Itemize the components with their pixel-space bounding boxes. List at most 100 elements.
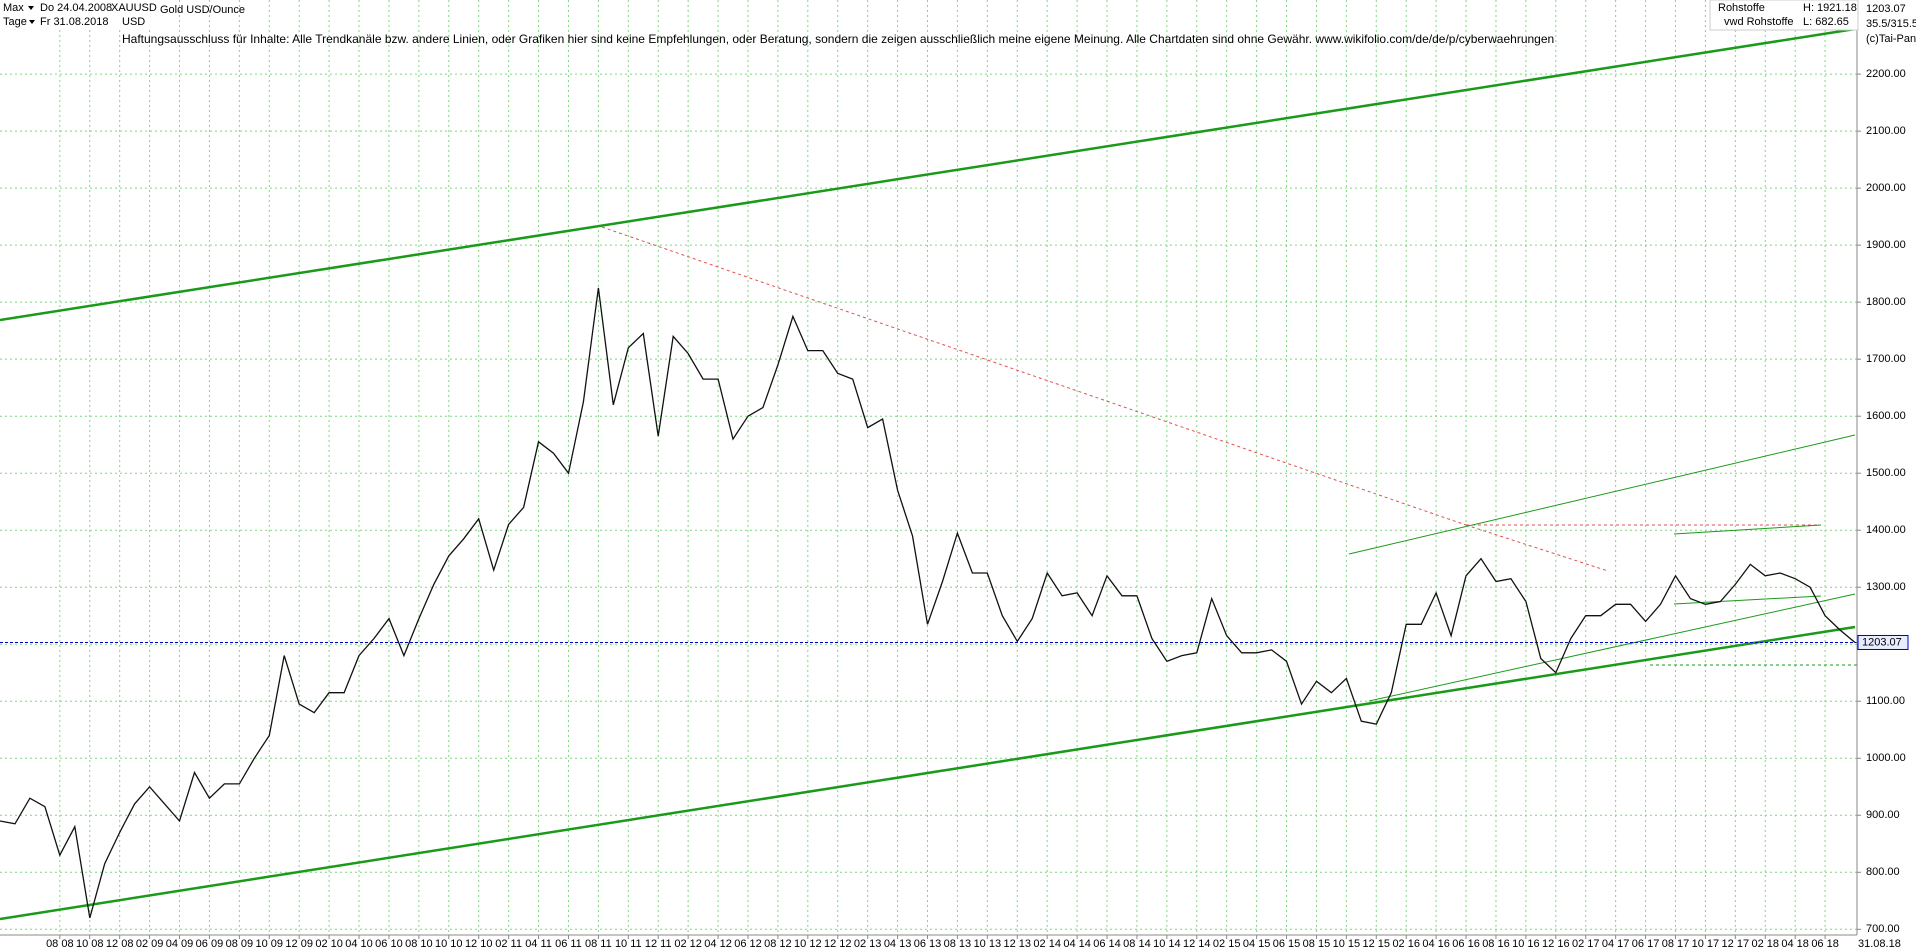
x-tick-label: 12 17: [1722, 938, 1750, 950]
date-label: 31.08.18: [1858, 938, 1901, 950]
x-tick-label: 08 15: [1303, 938, 1331, 950]
x-tick-label: 02 15: [1213, 938, 1241, 950]
x-tick-label: 08 12: [764, 938, 792, 950]
y-tick-label: 1600.00: [1866, 410, 1906, 422]
start-date: Do 24.04.2008: [40, 2, 112, 14]
x-tick-label: 12 15: [1363, 938, 1391, 950]
y-tick-label: 1000.00: [1866, 752, 1906, 764]
trend-lines: [0, 27, 1857, 921]
range: Max: [3, 2, 24, 14]
x-tick-label: 02 18: [1751, 938, 1779, 950]
x-tick-label: 06 14: [1093, 938, 1121, 950]
x-tick-label: 02 17: [1572, 938, 1600, 950]
x-tick-label: 12 11: [645, 938, 672, 950]
x-tick-label: 04 13: [884, 938, 912, 950]
price-tag: [1857, 634, 1909, 650]
x-tick-label: 02 09: [136, 938, 164, 950]
symbol: XAUUSD: [111, 2, 157, 14]
x-tick-label: 08 14: [1123, 938, 1151, 950]
x-tick-label: 08 10: [405, 938, 433, 950]
lower-channel: [0, 625, 1856, 921]
x-tick-label: 06 16: [1452, 938, 1480, 950]
x-tick-label: 04 18: [1781, 938, 1809, 950]
x-tick-label: 06 12: [734, 938, 762, 950]
x-tick-label: 04 17: [1602, 938, 1630, 950]
y-tick-label: 1300.00: [1866, 581, 1906, 593]
x-tick-label: 06 17: [1632, 938, 1660, 950]
source: vwd Rohstoffe: [1724, 16, 1794, 28]
y-tick-label: 800.00: [1866, 866, 1900, 878]
price-line: [0, 287, 1856, 919]
x-tick-label: 12 14: [1183, 938, 1211, 950]
y-tick-label: 1500.00: [1866, 467, 1906, 479]
x-tick-label: 10 12: [794, 938, 822, 950]
x-tick-label: 12 12: [824, 938, 852, 950]
upper-channel: [0, 27, 1856, 322]
dropdown-arrow[interactable]: [28, 6, 34, 10]
copyright: (c)Tai-Pan: [1866, 33, 1916, 45]
x-tick-label: 06 10: [375, 938, 403, 950]
x-tick-label: 02 11: [495, 938, 522, 950]
x-tick-label: 10 09: [256, 938, 284, 950]
chart-title: Gold USD/Ounce: [160, 4, 245, 16]
y-tick-label: 1800.00: [1866, 296, 1906, 308]
x-tick-label: 04 10: [345, 938, 373, 950]
x-tick-label: 04 11: [525, 938, 552, 950]
low: L: 682.65: [1803, 16, 1849, 28]
x-tick-label: 02 10: [315, 938, 343, 950]
x-tick-label: 02 13: [854, 938, 882, 950]
x-tick-label: 10 15: [1333, 938, 1361, 950]
x-tick-label: 04 14: [1063, 938, 1091, 950]
x-tick-label: 06 13: [914, 938, 942, 950]
x-tick-label: 10 16: [1512, 938, 1540, 950]
x-tick-label: 04 15: [1243, 938, 1271, 950]
x-tick-label: 10 17: [1692, 938, 1720, 950]
y-tick-label: 1400.00: [1866, 524, 1906, 536]
x-tick-label: 08 08: [46, 938, 74, 950]
info-box: [1709, 0, 1859, 31]
last-price: 1203.07: [1866, 3, 1906, 15]
disclaimer: Haftungsausschluss für Inhalte: Alle Tre…: [122, 32, 1554, 46]
inner-channel: [1368, 593, 1856, 702]
x-tick-label: 08 11: [585, 938, 612, 950]
top-line: [1673, 524, 1822, 535]
y-tick-label: 2000.00: [1866, 182, 1906, 194]
high: H: 1921.18: [1803, 2, 1857, 14]
market: Rohstoffe: [1718, 2, 1765, 14]
x-tick-label: 12 08: [106, 938, 134, 950]
inner-channel: [1348, 434, 1856, 555]
plot: [0, 287, 1857, 919]
dropdown-arrow[interactable]: [29, 20, 35, 24]
y-tick-label: 2100.00: [1866, 125, 1906, 137]
x-tick-label: 10 10: [435, 938, 463, 950]
scale: 35.5/315.5: [1866, 18, 1916, 30]
x-tick-label: 12 10: [465, 938, 493, 950]
y-tick-label: 700.00: [1866, 923, 1900, 935]
interval: Tage: [3, 16, 27, 28]
y-tick-label: 2200.00: [1866, 68, 1906, 80]
x-tick-label: 08 09: [226, 938, 254, 950]
price-tag-label: 1203.07: [1862, 636, 1902, 648]
x-tick-label: 04 09: [166, 938, 194, 950]
currency: USD: [122, 16, 145, 28]
x-tick-label: 02 16: [1392, 938, 1420, 950]
header-box: [0, 0, 150, 30]
x-tick-label: 10 08: [76, 938, 104, 950]
x-tick-label: 08 13: [944, 938, 972, 950]
resistance-line: [1465, 524, 1609, 572]
x-tick-label: 08 17: [1662, 938, 1690, 950]
x-tick-label: 06 09: [196, 938, 224, 950]
x-tick-label: 06 18: [1811, 938, 1839, 950]
x-tick-label: 10 13: [974, 938, 1002, 950]
x-tick-label: 04 16: [1422, 938, 1450, 950]
end-date: Fr 31.08.2018: [40, 16, 109, 28]
y-tick-label: 900.00: [1866, 809, 1900, 821]
x-tick-label: 06 15: [1273, 938, 1301, 950]
x-tick-label: 02 14: [1033, 938, 1061, 950]
x-tick-label: 10 14: [1153, 938, 1181, 950]
resistance-line: [601, 226, 1467, 526]
x-tick-label: 10 11: [615, 938, 642, 950]
y-tick-label: 1100.00: [1866, 695, 1905, 707]
